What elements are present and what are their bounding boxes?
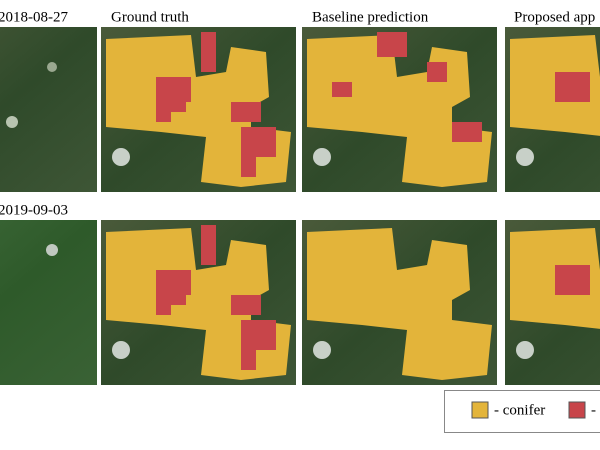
- legend-label: - conifer: [494, 402, 545, 418]
- proposed-map: [505, 27, 600, 192]
- column-title: Proposed app: [514, 9, 595, 25]
- legend-label: -: [591, 402, 596, 418]
- legend: - conifer -: [444, 390, 600, 433]
- legend-swatch: [568, 401, 586, 419]
- ground-truth-map: [101, 220, 296, 385]
- proposed-map: [505, 220, 600, 385]
- column-title: Baseline prediction: [312, 9, 429, 25]
- ground-truth-map: [101, 27, 296, 192]
- baseline-map: [302, 220, 497, 385]
- baseline-map: [302, 27, 497, 192]
- row-label: 2019-09-03: [0, 202, 68, 218]
- satellite-image: [0, 27, 97, 192]
- row-label: 2018-08-27: [0, 9, 68, 25]
- satellite-image: [0, 220, 97, 385]
- legend-swatch: [471, 401, 489, 419]
- column-title: Ground truth: [111, 9, 189, 25]
